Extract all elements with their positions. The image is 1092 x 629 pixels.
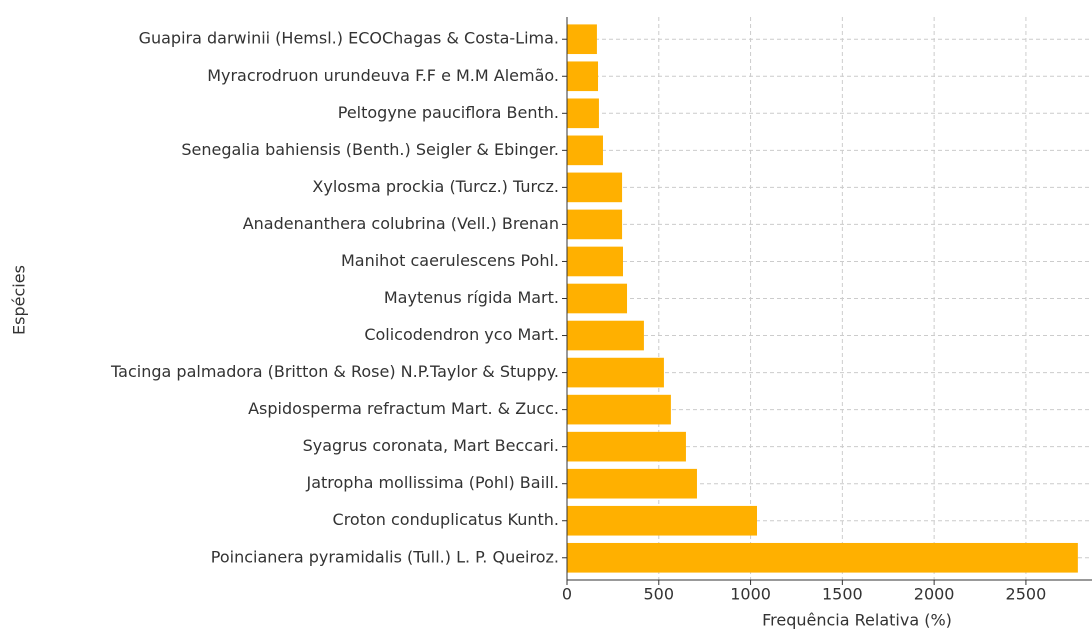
y-tick-label: Myracrodruon urundeuva F.F e M.M Alemão. bbox=[207, 66, 559, 85]
bar bbox=[567, 98, 599, 129]
y-tick-label: Guapira darwinii (Hemsl.) ECOChagas & Co… bbox=[139, 29, 559, 48]
x-axis-label: Frequência Relativa (%) bbox=[762, 611, 952, 629]
y-tick-label: Poincianera pyramidalis (Tull.) L. P. Qu… bbox=[211, 547, 559, 566]
y-tick-label: Manihot caerulescens Pohl. bbox=[341, 251, 559, 270]
y-axis-label: Espécies bbox=[10, 265, 29, 335]
y-tick-label: Tacinga palmadora (Britton & Rose) N.P.T… bbox=[110, 362, 559, 381]
y-tick-label: Maytenus rígida Mart. bbox=[384, 288, 559, 307]
x-tick-label: 2000 bbox=[914, 585, 955, 604]
y-tick-label: Aspidosperma refractum Mart. & Zucc. bbox=[248, 399, 559, 418]
y-tick-label: Senegalia bahiensis (Benth.) Seigler & E… bbox=[181, 140, 559, 159]
bar bbox=[567, 431, 686, 462]
x-tick-label: 1000 bbox=[730, 585, 771, 604]
bar bbox=[567, 24, 597, 55]
bar bbox=[567, 246, 623, 277]
y-tick-label: Syagrus coronata, Mart Beccari. bbox=[303, 436, 559, 455]
x-tick-label: 2500 bbox=[1006, 585, 1047, 604]
bar bbox=[567, 283, 628, 314]
bar bbox=[567, 505, 757, 536]
y-tick-label: Xylosma prockia (Turcz.) Turcz. bbox=[312, 177, 559, 196]
bar bbox=[567, 209, 623, 240]
bar bbox=[567, 172, 623, 203]
y-tick-label: Colicodendron yco Mart. bbox=[364, 325, 559, 344]
bar bbox=[567, 468, 697, 499]
y-tick-label: Croton conduplicatus Kunth. bbox=[333, 510, 559, 529]
bar bbox=[567, 320, 644, 351]
x-tick-label: 1500 bbox=[822, 585, 863, 604]
x-tick-label: 500 bbox=[644, 585, 675, 604]
y-tick-label: Peltogyne pauciflora Benth. bbox=[338, 103, 559, 122]
y-tick-label: Anadenanthera colubrina (Vell.) Brenan bbox=[243, 214, 559, 233]
y-tick-label: Jatropha mollissima (Pohl) Baill. bbox=[305, 473, 559, 492]
x-tick-label: 0 bbox=[562, 585, 572, 604]
bar bbox=[567, 357, 664, 388]
bar bbox=[567, 542, 1078, 573]
bar bbox=[567, 394, 671, 425]
bar bbox=[567, 61, 599, 92]
bar bbox=[567, 135, 603, 166]
